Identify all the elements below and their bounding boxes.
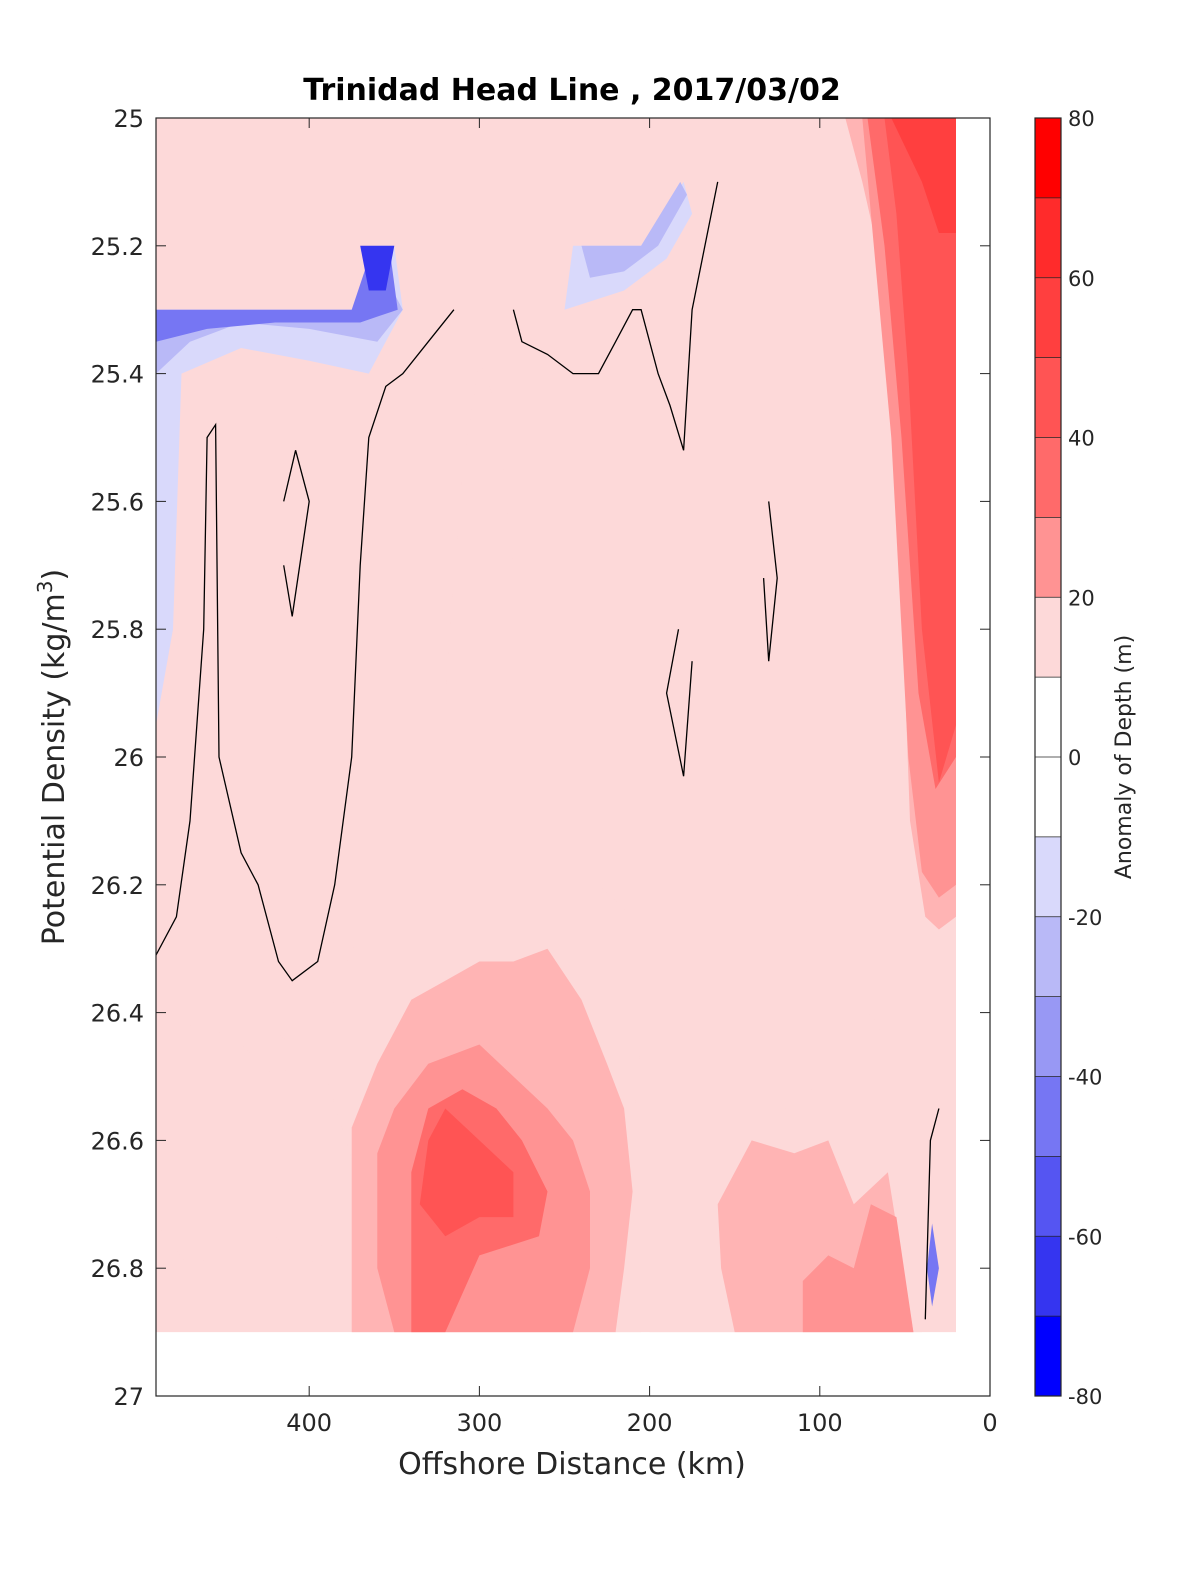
contour-region--60-20	[360, 245, 395, 291]
y-tick-label-8: 26.6	[91, 1127, 144, 1155]
colorbar-band-8	[1035, 757, 1061, 837]
colorbar-tick-label-0: 0	[1068, 746, 1081, 770]
colorbar-band-2	[1035, 277, 1061, 358]
x-axis-title: Offshore Distance (km)	[398, 1447, 746, 1482]
x-tick-label-0: 0	[982, 1409, 997, 1437]
contour-region-10-10	[794, 852, 812, 917]
zero-contour-line-3	[665, 629, 693, 777]
chart-title: Trinidad Head Line , 2017/03/02	[303, 73, 840, 108]
colorbar-band-13	[1035, 1156, 1061, 1237]
contour-region--20-22	[581, 181, 687, 278]
colorbar-band-9	[1035, 836, 1061, 917]
colorbar-tick-label-20: 20	[1068, 586, 1095, 610]
y-tick-label-10: 27	[113, 1383, 144, 1411]
colorbar: 80 60 40 20 0 -20 -40 -60 -80	[1034, 107, 1102, 1409]
x-tick-label-300: 300	[456, 1409, 502, 1437]
y-tick-label-6: 26.2	[91, 872, 144, 900]
x-axis-ticks: 400 300 200 100 0	[286, 118, 998, 1437]
contour-region-50-14	[419, 1108, 514, 1237]
colorbar-band-4	[1035, 437, 1061, 518]
colorbar-band-7	[1035, 677, 1061, 757]
colorbar-band-5	[1035, 517, 1061, 598]
contour-region-50-4	[884, 118, 956, 783]
colorbar-tick-label--20: -20	[1068, 906, 1102, 930]
y-tick-label-1: 25.2	[91, 233, 144, 261]
colorbar-tick-label-60: 60	[1068, 267, 1095, 291]
colorbar-band-0	[1035, 118, 1061, 198]
contour-region--20-18	[156, 277, 403, 374]
y-axis-ticks: 25 25.2 25.4 25.6 25.8 26 26.2 26.4 26.6 26.8 27	[91, 105, 990, 1411]
colorbar-title: Anomaly of Depth (m)	[1112, 635, 1137, 879]
y-tick-label-9: 26.8	[91, 1255, 144, 1283]
x-tick-label-200: 200	[627, 1409, 673, 1437]
zero-contour-lines	[156, 181, 940, 1320]
colorbar-frame	[1034, 117, 1062, 1397]
x-tick-label-400: 400	[286, 1409, 332, 1437]
colorbar-band-11	[1035, 996, 1061, 1077]
colorbar-band-3	[1035, 357, 1061, 438]
zero-contour-line-1	[283, 450, 310, 617]
y-axis-title: Potential Density (kg/m3)	[33, 569, 72, 945]
zero-contour-line-4	[762, 501, 778, 662]
colorbar-band-10	[1035, 916, 1061, 997]
y-tick-label-5: 26	[113, 744, 144, 772]
y-tick-label-4: 25.8	[91, 616, 144, 644]
contour-region-10-9	[726, 820, 752, 917]
colorbar-band-1	[1035, 197, 1061, 278]
colorbar-tick-label--40: -40	[1068, 1066, 1102, 1090]
contour-region-30-16	[802, 1204, 914, 1333]
colorbar-band-6	[1035, 597, 1061, 678]
contour-region-60-5	[891, 118, 956, 233]
x-tick-label-100: 100	[797, 1409, 843, 1437]
zero-contour-line-2	[512, 181, 719, 451]
contour-region--40-19	[156, 258, 398, 342]
colorbar-band-14	[1035, 1236, 1061, 1317]
colorbar-tick-label-80: 80	[1068, 107, 1095, 131]
colorbar-tick-label-40: 40	[1068, 427, 1095, 451]
y-tick-label-0: 25	[113, 105, 144, 133]
y-tick-label-7: 26.4	[91, 1000, 144, 1028]
contour-region-10-7	[156, 1025, 327, 1269]
contour-region--40-23	[927, 1223, 939, 1307]
y-tick-label-3: 25.6	[91, 488, 144, 516]
zero-contour-line-5	[924, 1108, 940, 1320]
y-axis-title-close: )	[37, 569, 72, 581]
colorbar-tick-label--60: -60	[1068, 1225, 1102, 1249]
y-tick-label-2: 25.4	[91, 361, 144, 389]
colorbar-tick-label--80: -80	[1068, 1385, 1102, 1409]
colorbar-band-15	[1035, 1316, 1061, 1396]
y-axis-title-superscript: 3	[33, 580, 57, 593]
contour-region--10-17	[156, 245, 403, 726]
zero-contour-line-0	[156, 309, 455, 982]
y-axis-title-main: Potential Density (kg/m	[37, 593, 72, 945]
colorbar-band-12	[1035, 1076, 1061, 1157]
filled-contours	[156, 118, 956, 1333]
